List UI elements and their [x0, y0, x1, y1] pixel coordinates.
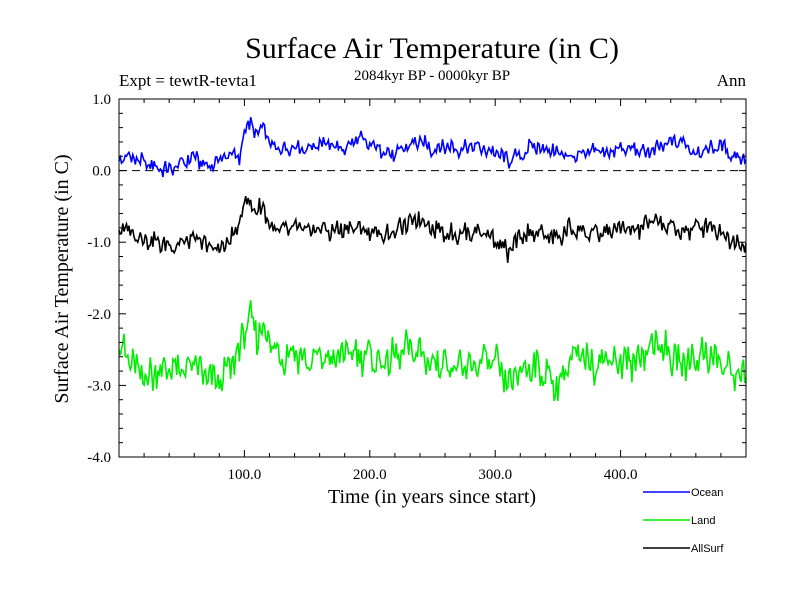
legend: Ocean Land AllSurf: [643, 487, 724, 555]
y-tick-label: -4.0: [87, 450, 111, 466]
y-tick-label: -1.0: [87, 235, 111, 251]
x-tick-label: 300.0: [478, 467, 512, 483]
x-axis-ticks: 100.0 200.0 300.0 400.0: [118, 99, 747, 483]
x-axis-label: Time (in years since start): [328, 486, 536, 508]
y-axis-label: Surface Air Temperature (in C): [51, 154, 73, 403]
y-axis-ticks: -4.0 -3.0 -2.0 -1.0 0.0 1.0: [87, 92, 746, 466]
legend-label-allsurf: AllSurf: [691, 543, 724, 555]
legend-label-ocean: Ocean: [691, 487, 723, 499]
experiment-label: Expt = tewtR-tevta1: [119, 71, 257, 90]
y-tick-label: 1.0: [92, 92, 111, 108]
series-line-allsurf: [118, 196, 747, 263]
plot-frame: [118, 98, 747, 458]
x-tick-label: 400.0: [604, 467, 638, 483]
chart-title: Surface Air Temperature (in C): [245, 32, 619, 65]
y-tick-label: -2.0: [87, 307, 111, 323]
plot-area: 100.0 200.0 300.0 400.0 -4.0 -3.0 -2.0 -1.0 0.0…: [87, 92, 747, 483]
series-line-land: [118, 300, 747, 402]
season-label: Ann: [717, 71, 747, 90]
series-line-ocean: [118, 117, 747, 178]
y-tick-label: -3.0: [87, 378, 111, 394]
chart-subtitle: 2084kyr BP - 0000kyr BP: [354, 68, 510, 84]
y-tick-label: 0.0: [92, 164, 111, 180]
x-tick-label: 100.0: [228, 467, 262, 483]
series-layer: [118, 117, 747, 402]
legend-label-land: Land: [691, 515, 715, 527]
x-tick-label: 200.0: [353, 467, 387, 483]
